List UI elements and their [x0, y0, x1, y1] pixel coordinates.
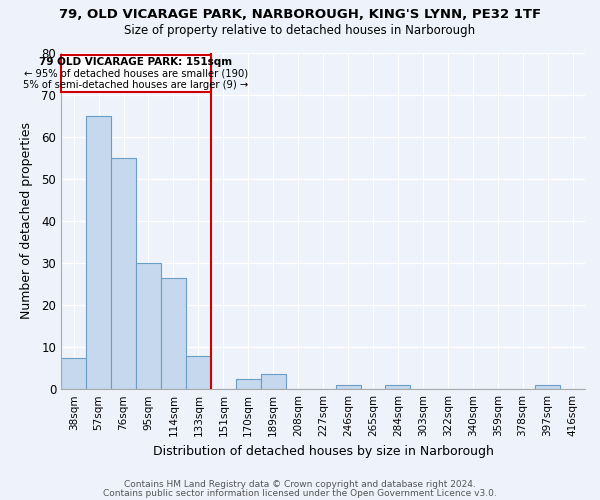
Bar	[236, 378, 261, 389]
Bar	[535, 385, 560, 389]
Bar	[385, 385, 410, 389]
Text: Contains HM Land Registry data © Crown copyright and database right 2024.: Contains HM Land Registry data © Crown c…	[124, 480, 476, 489]
Bar	[261, 374, 286, 389]
Bar	[186, 356, 211, 389]
Text: 5% of semi-detached houses are larger (9) →: 5% of semi-detached houses are larger (9…	[23, 80, 248, 90]
Text: 79 OLD VICARAGE PARK: 151sqm: 79 OLD VICARAGE PARK: 151sqm	[40, 56, 233, 66]
Bar	[111, 158, 136, 389]
Bar	[61, 358, 86, 389]
Text: ← 95% of detached houses are smaller (190): ← 95% of detached houses are smaller (19…	[24, 68, 248, 78]
Bar	[161, 278, 186, 389]
FancyBboxPatch shape	[61, 54, 211, 92]
Text: 79, OLD VICARAGE PARK, NARBOROUGH, KING'S LYNN, PE32 1TF: 79, OLD VICARAGE PARK, NARBOROUGH, KING'…	[59, 8, 541, 20]
Text: Contains public sector information licensed under the Open Government Licence v3: Contains public sector information licen…	[103, 488, 497, 498]
Text: Size of property relative to detached houses in Narborough: Size of property relative to detached ho…	[124, 24, 476, 37]
Bar	[335, 385, 361, 389]
Bar	[86, 116, 111, 389]
Bar	[136, 263, 161, 389]
Y-axis label: Number of detached properties: Number of detached properties	[20, 122, 33, 320]
X-axis label: Distribution of detached houses by size in Narborough: Distribution of detached houses by size …	[152, 444, 494, 458]
